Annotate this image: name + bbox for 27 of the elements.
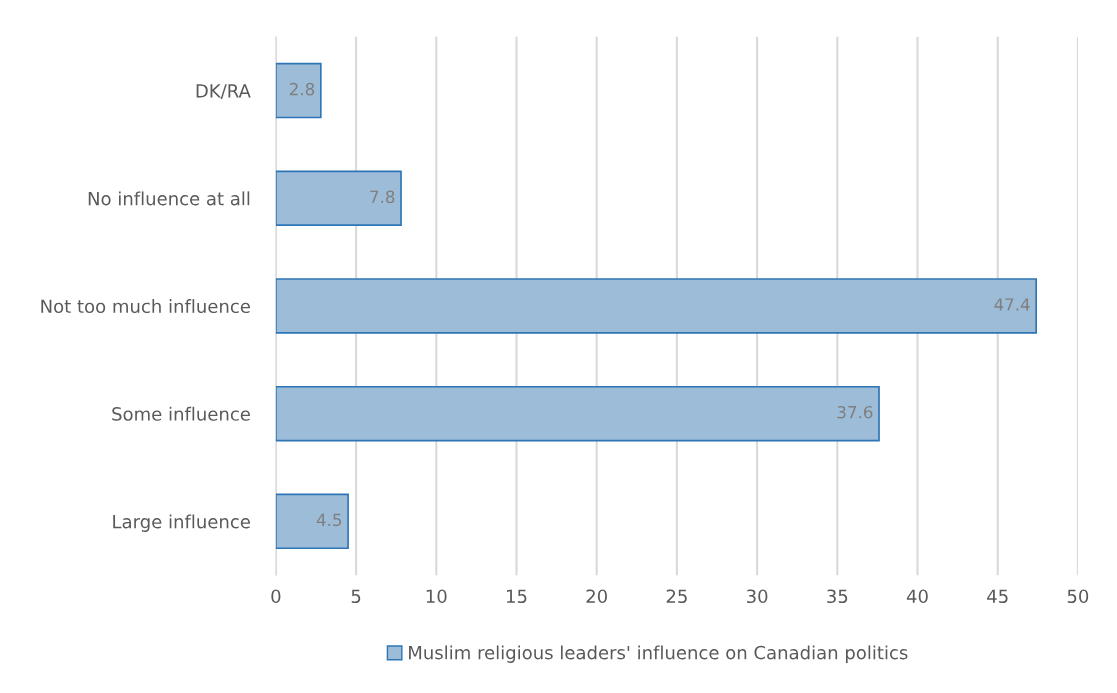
y-tick-label: No influence at all xyxy=(88,191,250,206)
legend-label: Muslim religious leaders' influence on Canadian politics xyxy=(409,645,908,663)
bar xyxy=(275,385,880,442)
y-tick-label: DK/RA xyxy=(196,84,251,100)
data-label: 37.6 xyxy=(837,405,873,419)
x-tick-label: 30 xyxy=(746,589,768,604)
y-tick-label: Not too much influence xyxy=(41,299,250,314)
x-tick-label: 40 xyxy=(906,589,928,604)
bar xyxy=(275,170,402,227)
x-tick-label: 45 xyxy=(987,589,1008,604)
bar xyxy=(275,62,322,119)
y-tick-label: Large influence xyxy=(113,514,250,532)
x-tick-label: 35 xyxy=(827,589,848,604)
bar xyxy=(275,278,1038,334)
data-label: 2.8 xyxy=(289,82,315,96)
x-tick-label: 5 xyxy=(351,589,361,604)
data-label: 4.5 xyxy=(316,513,342,527)
x-tick-label: 25 xyxy=(666,589,687,604)
x-tick-label: 15 xyxy=(507,589,527,604)
bar xyxy=(275,493,349,550)
x-tick-label: 50 xyxy=(1067,589,1089,604)
x-tick-label: 20 xyxy=(586,589,607,604)
x-tick-label: 10 xyxy=(426,589,447,604)
x-tick-label: 0 xyxy=(271,589,281,604)
data-label: 7.8 xyxy=(370,190,395,204)
data-label: 47.4 xyxy=(994,298,1030,311)
y-tick-label: Some influence xyxy=(112,406,250,421)
